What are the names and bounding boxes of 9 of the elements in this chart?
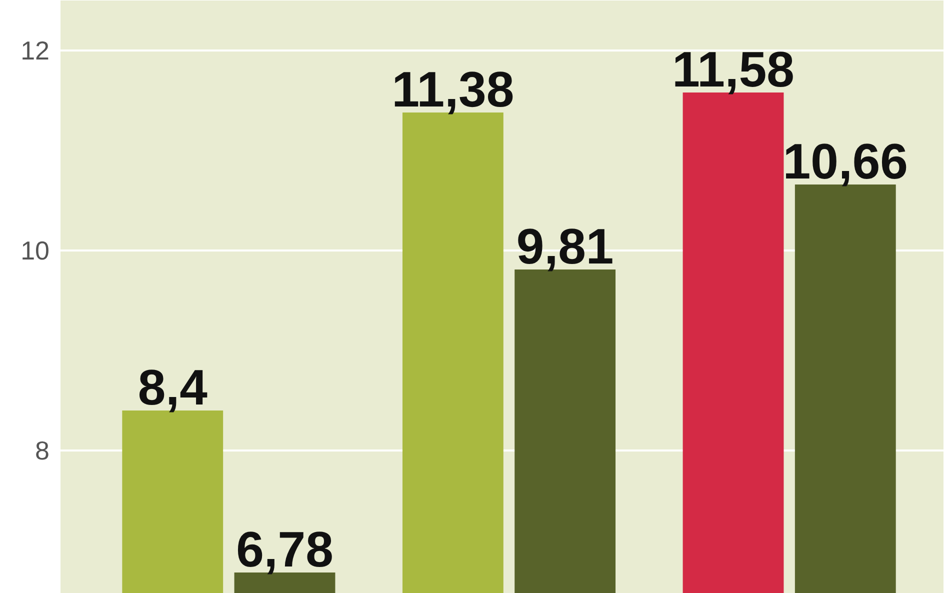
data-label: 6,78 — [236, 522, 334, 578]
data-label: 11,38 — [392, 62, 514, 118]
data-label: 8,4 — [138, 360, 208, 416]
data-label: 11,58 — [672, 42, 794, 98]
y-tick-label: 10 — [20, 236, 50, 266]
y-tick-label: 12 — [20, 36, 50, 66]
data-label: 9,81 — [516, 218, 614, 274]
y-tick-label: 8 — [35, 436, 50, 466]
data-label: 10,66 — [782, 134, 908, 190]
